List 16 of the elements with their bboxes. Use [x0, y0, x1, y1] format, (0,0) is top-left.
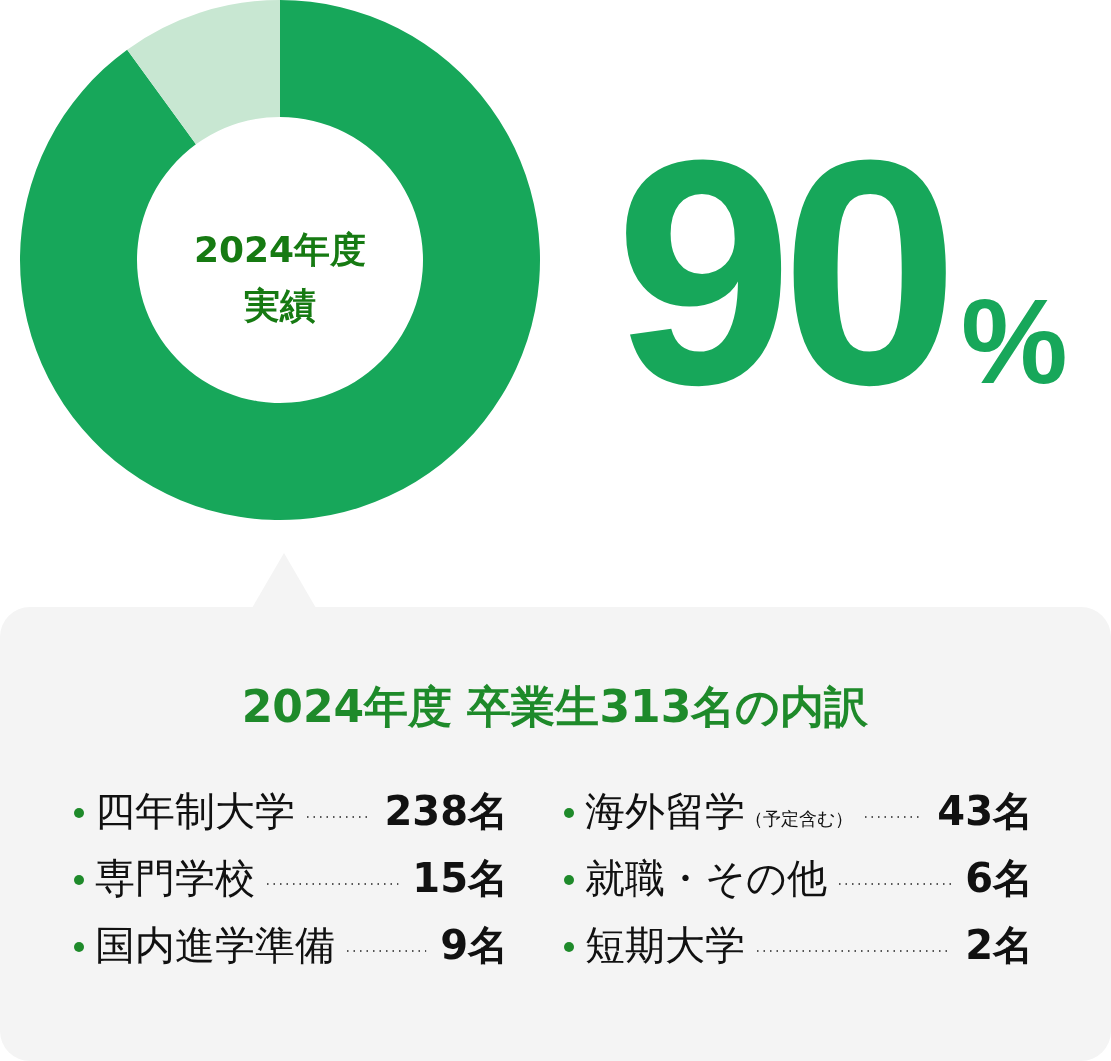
text: 15名 — [412, 855, 508, 901]
category-label: 就職・その他 — [585, 855, 827, 901]
text: 実績 — [243, 285, 316, 326]
text: 6名 — [965, 855, 1033, 901]
text: 43名 — [937, 788, 1033, 834]
text: 9名 — [440, 922, 508, 968]
data-label: 90% — [615, 93, 1068, 451]
category-label: 短期大学 — [585, 922, 745, 968]
category-label: 四年制大学 — [95, 788, 295, 834]
text: 2024年度 卒業生313名の内訳 — [241, 681, 870, 732]
text: 2名 — [965, 922, 1033, 968]
category-label: 国内進学準備 — [95, 922, 335, 968]
category-label: 専門学校 — [95, 855, 255, 901]
text: 238名 — [384, 788, 508, 834]
text: 2024年度 — [193, 229, 367, 270]
category-label: 海外留学（予定含む） — [585, 788, 853, 834]
